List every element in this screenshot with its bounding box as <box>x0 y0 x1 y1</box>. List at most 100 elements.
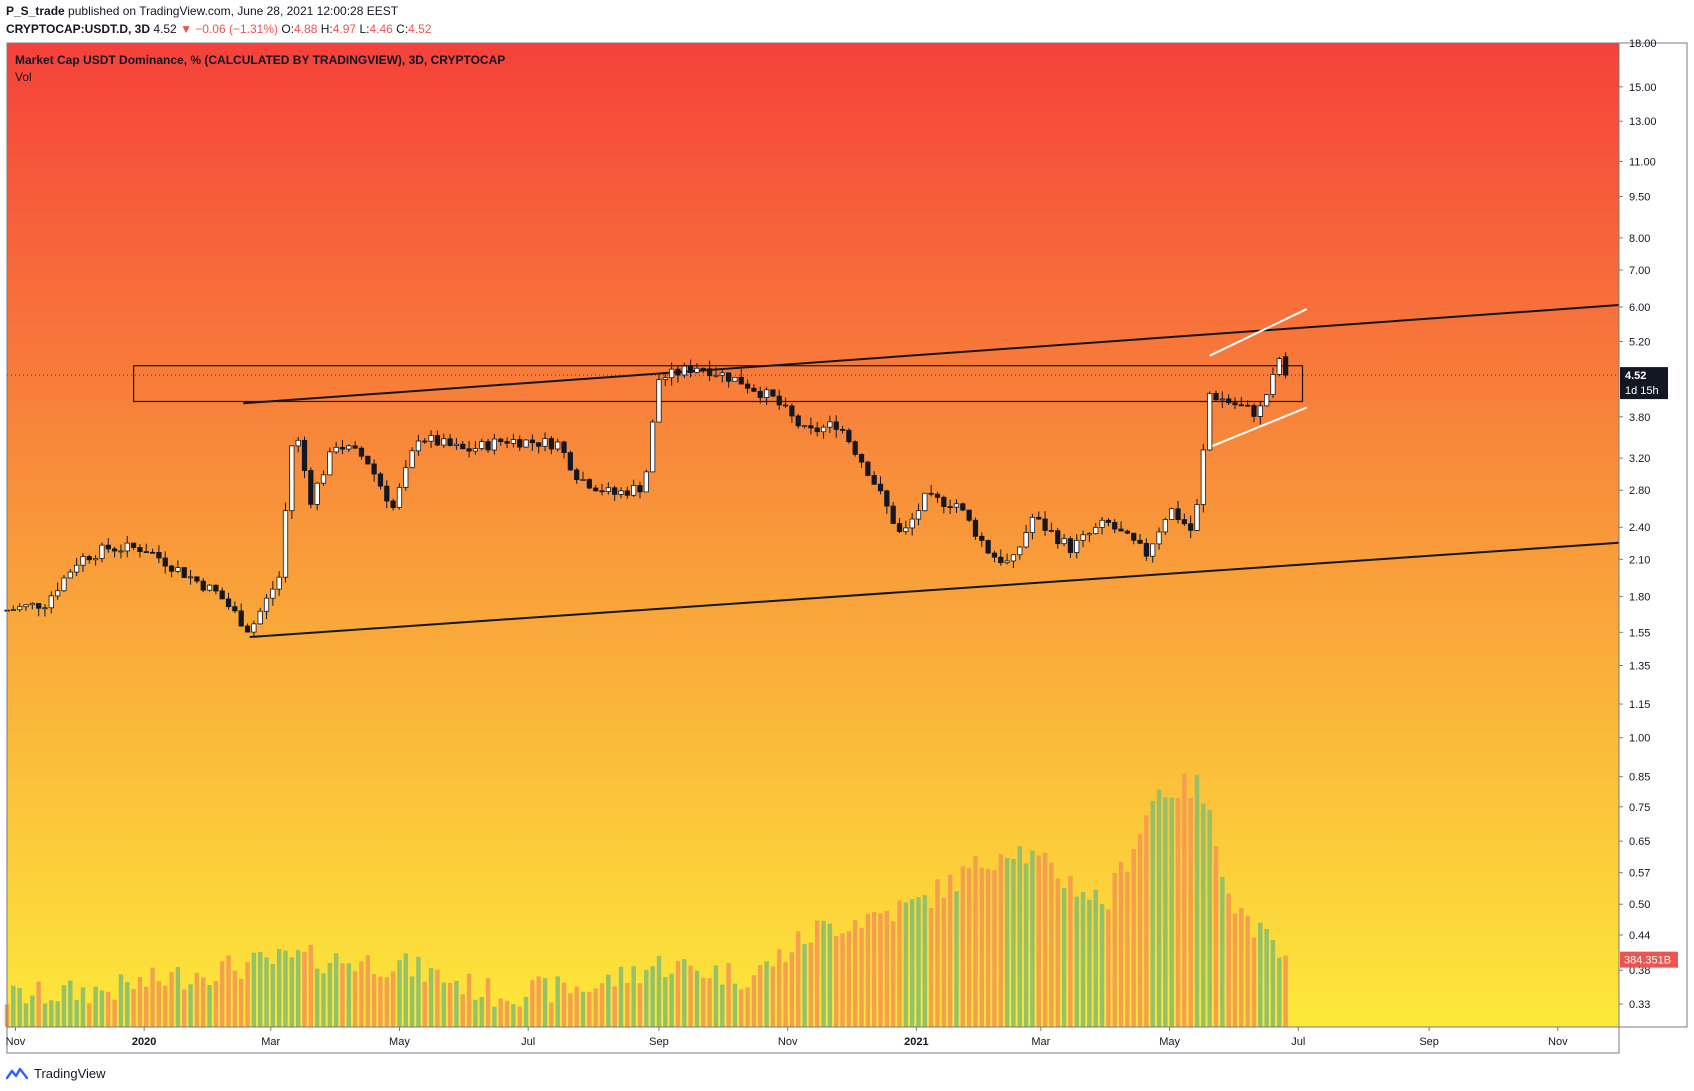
candle-body <box>320 474 327 484</box>
candle-body <box>593 487 599 492</box>
volume-bar <box>378 976 383 1027</box>
volume-bar <box>796 931 801 1027</box>
volume-bar <box>302 951 307 1027</box>
candle-body <box>99 544 105 559</box>
candle-body <box>251 623 257 633</box>
candle-body <box>523 439 529 448</box>
volume-bar <box>966 867 972 1027</box>
volume-bar <box>409 976 415 1027</box>
volume-bar <box>1093 889 1098 1027</box>
candle-body <box>1232 402 1238 406</box>
volume-bar <box>574 986 579 1027</box>
candle-body <box>1207 392 1213 451</box>
volume-bar <box>194 972 200 1027</box>
volume-bar <box>587 991 592 1027</box>
x-tick-label: Jul <box>521 1036 535 1048</box>
volume-bar <box>55 1001 60 1027</box>
volume-bar <box>106 991 111 1027</box>
candle-body <box>61 577 67 592</box>
volume-bar <box>1011 858 1016 1027</box>
candle-body <box>1086 533 1093 536</box>
volume-bar <box>530 980 535 1027</box>
y-tick-label: 0.85 <box>1629 772 1650 784</box>
volume-bar <box>30 995 35 1027</box>
x-tick-label: Nov <box>1548 1036 1568 1048</box>
x-tick-label: Sep <box>649 1036 669 1048</box>
price-change: ▼ −0.06 (−1.31%) <box>180 22 279 36</box>
volume-bar <box>745 987 750 1027</box>
candle-body <box>1213 392 1219 401</box>
candle-body <box>472 448 479 452</box>
chart-background <box>7 43 1619 1027</box>
volume-bar <box>479 996 484 1027</box>
volume-bar <box>1112 872 1117 1027</box>
volume-bar <box>308 944 314 1027</box>
volume-bar <box>1068 875 1073 1027</box>
volume-bar <box>80 987 86 1027</box>
candle-body <box>972 519 979 537</box>
candle-body <box>111 548 118 552</box>
candle-body <box>491 438 498 451</box>
candle-body <box>358 447 365 457</box>
candle-body <box>479 441 485 449</box>
y-tick-label: 2.80 <box>1629 485 1650 497</box>
volume-bar <box>840 933 845 1027</box>
candle-body <box>1036 516 1042 520</box>
volume-bar <box>1264 928 1269 1027</box>
candle-body <box>504 441 510 444</box>
volume-bar <box>783 961 788 1027</box>
y-tick-label: 0.57 <box>1629 868 1650 880</box>
volume-bar <box>682 959 687 1027</box>
candle-body <box>232 606 238 612</box>
volume-bar <box>789 952 795 1027</box>
volume-bar <box>802 944 807 1027</box>
candle-body <box>770 389 776 397</box>
candle-body <box>434 435 441 446</box>
y-tick-label: 1.15 <box>1629 699 1650 711</box>
volume-bar <box>536 976 541 1027</box>
candle-body <box>1270 374 1276 396</box>
x-tick-label: Mar <box>261 1036 280 1048</box>
candle-body <box>403 467 409 488</box>
volume-bar <box>542 978 548 1027</box>
volume-bar <box>1169 797 1174 1027</box>
volume-bar <box>428 967 434 1027</box>
volume-bar <box>156 980 162 1027</box>
volume-bar <box>390 971 396 1027</box>
candle-body <box>877 483 884 492</box>
volume-bar <box>504 1000 510 1027</box>
candle-body <box>1029 516 1036 533</box>
x-axis[interactable]: Nov 2020 Mar May Jul Sep Nov 2021 Mar May Jul Sep No… <box>6 1027 1568 1048</box>
volume-bar <box>821 920 826 1027</box>
candle-body <box>643 471 649 493</box>
volume-bar <box>144 986 149 1027</box>
candle-body <box>624 490 630 496</box>
volume-bar <box>985 868 991 1027</box>
volume-bar <box>701 977 706 1027</box>
channel-top-line <box>1209 308 1308 357</box>
volume-bar <box>947 874 953 1027</box>
volume-bar <box>1106 909 1111 1027</box>
candle-body <box>270 588 276 599</box>
volume-bar <box>580 991 586 1027</box>
candle-body <box>276 576 282 590</box>
volume-bar <box>68 980 73 1027</box>
candle-body <box>42 607 48 610</box>
volume-bar <box>1258 922 1263 1027</box>
candle-body <box>858 453 865 463</box>
candle-body <box>295 439 301 447</box>
candle-body <box>1238 404 1244 407</box>
volume-bar <box>1042 852 1048 1027</box>
candle-body <box>586 479 592 489</box>
y-axis[interactable]: 18.00 15.00 13.00 11.00 9.50 8.00 7.00 6.00 5.20… <box>1619 38 1657 1011</box>
volume-bar <box>808 942 814 1027</box>
volume-bar <box>125 982 130 1027</box>
price-chart[interactable]: 18.00 15.00 13.00 11.00 9.50 8.00 7.00 6.00 5.20… <box>0 0 1694 1060</box>
high-value: 4.97 <box>332 22 357 36</box>
candle-body <box>820 426 827 433</box>
candle-body <box>238 610 244 627</box>
candle-body <box>669 368 675 379</box>
candle-body <box>200 580 206 591</box>
time-axis-bg <box>6 1026 1620 1054</box>
volume-bar <box>1201 803 1206 1027</box>
